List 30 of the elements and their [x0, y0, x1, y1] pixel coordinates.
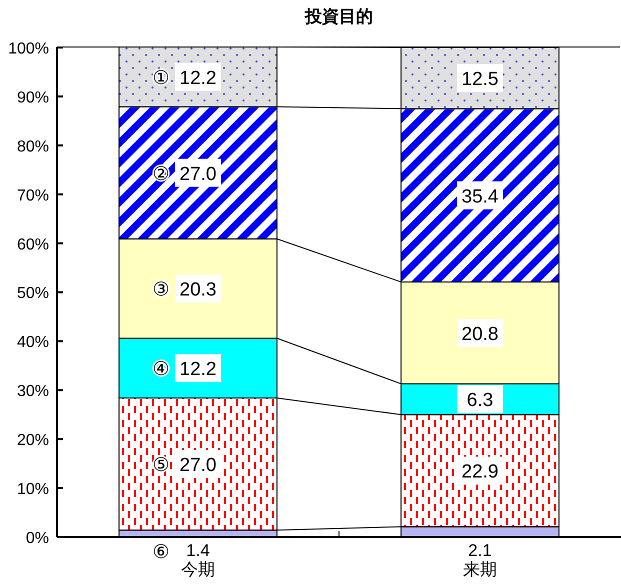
y-tick-label: 70% — [16, 187, 49, 204]
data-label: 22.9 — [462, 462, 498, 483]
series-label: ③ — [152, 280, 170, 301]
data-label: 27.0 — [180, 455, 216, 476]
chart-title: 投資目的 — [304, 7, 373, 26]
y-tick-label: 90% — [16, 89, 49, 106]
series-label: ④ — [152, 359, 170, 380]
x-tick-label: 来期 — [463, 560, 497, 579]
y-tick-label: 80% — [16, 138, 49, 156]
y-tick-label: 20% — [16, 432, 49, 450]
y-tick-label: 30% — [16, 383, 49, 400]
y-tick-label: 10% — [16, 481, 49, 498]
y-tick-label: 40% — [16, 334, 49, 352]
data-label: 12.2 — [180, 68, 216, 89]
y-tick-label: 60% — [16, 236, 49, 254]
series-label: ① — [152, 68, 170, 89]
data-label: 27.0 — [180, 164, 216, 185]
data-label: 2.1 — [468, 541, 492, 560]
data-label: 12.2 — [180, 359, 216, 380]
data-label: 12.5 — [462, 69, 498, 90]
y-tick-label: 50% — [16, 285, 49, 302]
data-label: 1.4 — [186, 541, 210, 560]
x-tick-label: 今期 — [181, 560, 215, 579]
y-tick-label: 0% — [26, 530, 49, 547]
series-label: ⑥ — [152, 542, 170, 563]
data-label: 35.4 — [462, 186, 499, 208]
data-label: 20.3 — [180, 280, 216, 301]
data-label: 20.8 — [462, 324, 498, 345]
data-label: 6.3 — [466, 390, 494, 412]
y-tick-label: 100% — [8, 40, 49, 58]
